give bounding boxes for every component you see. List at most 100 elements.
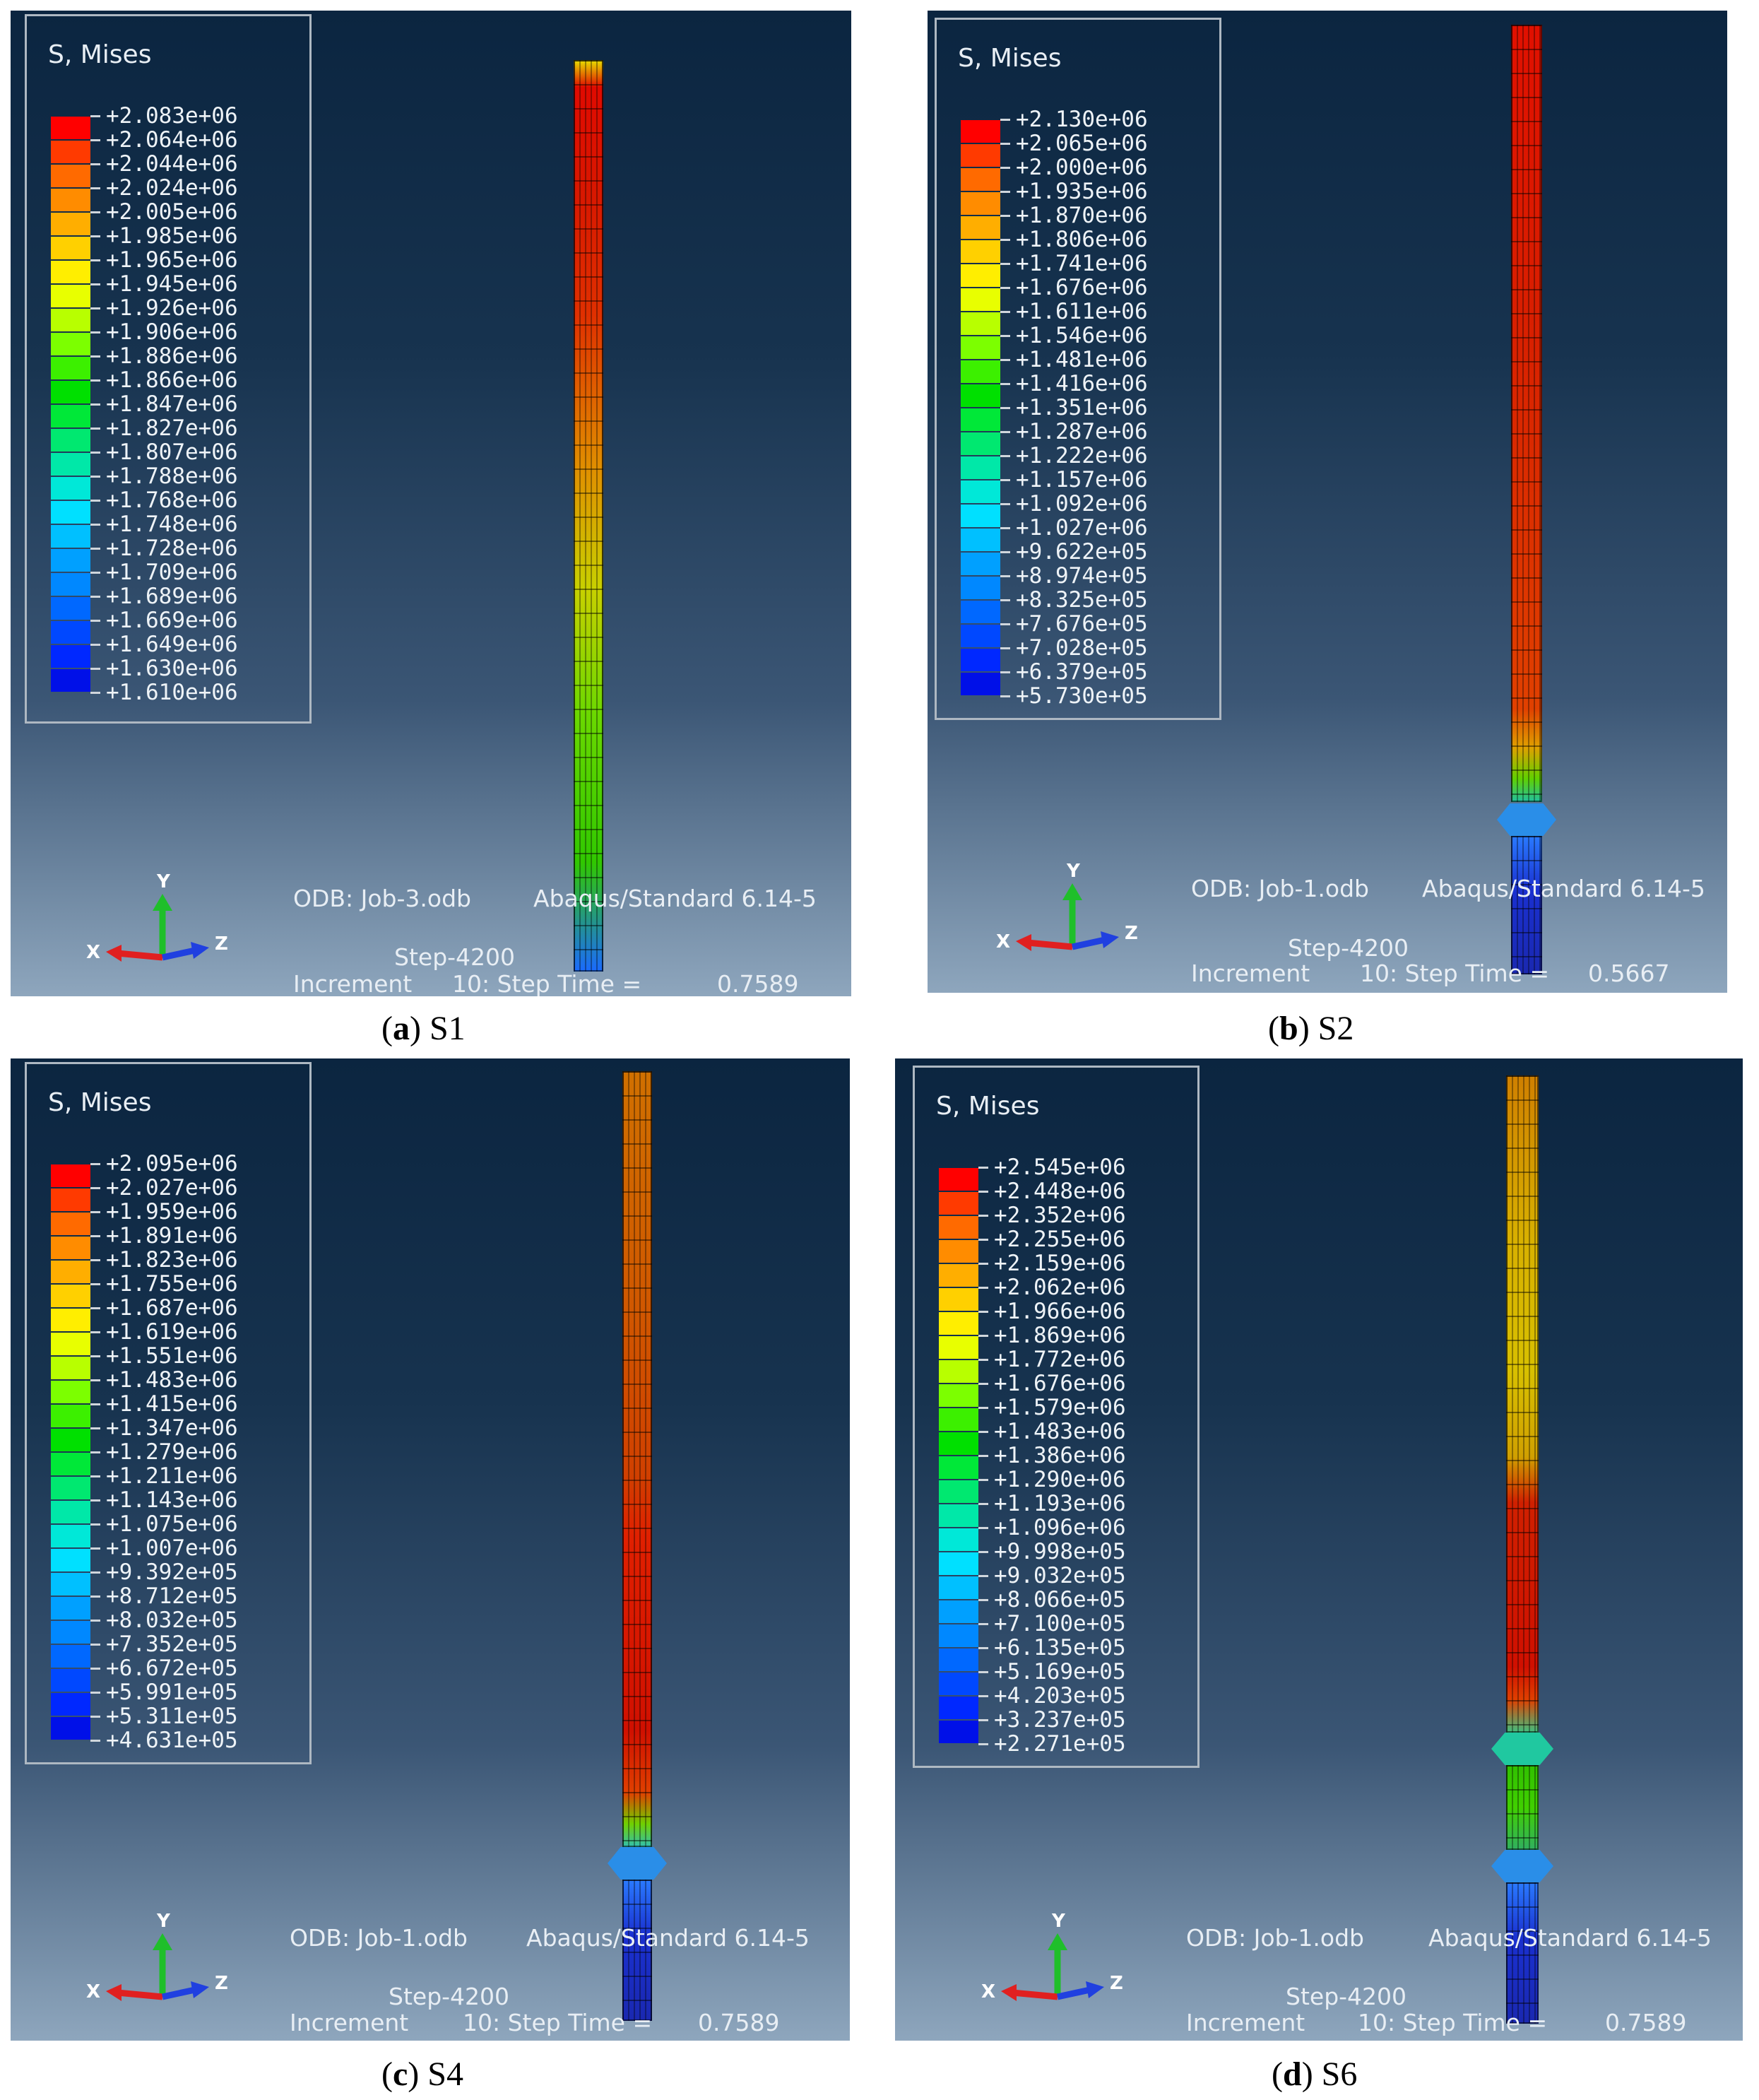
legend-tick [1000, 287, 1010, 289]
mesh-lines [1506, 1765, 1539, 1850]
legend-tick [1000, 647, 1010, 649]
legend-tick [90, 163, 100, 165]
legend-level-label: +2.024e+06 [106, 175, 238, 201]
legend-tick [90, 572, 100, 574]
legend-swatch [939, 1432, 978, 1455]
legend-swatch [51, 645, 90, 668]
step-label: Step-4200 [389, 1983, 510, 2010]
legend-level-label: +6.379e+05 [1016, 659, 1148, 685]
legend-swatch [939, 1216, 978, 1239]
legend-swatch [939, 1697, 978, 1719]
legend-level-label: +1.193e+06 [994, 1491, 1126, 1516]
legend-swatch [51, 1309, 90, 1331]
legend-level-label: +1.827e+06 [106, 415, 238, 441]
caption-c: (c) S4 [381, 2055, 463, 2093]
legend-swatch [51, 1357, 90, 1379]
legend-level-label: +4.631e+05 [106, 1728, 238, 1753]
legend-swatch [51, 1453, 90, 1475]
step-time-value: 0.5667 [1588, 960, 1670, 987]
legend-tick [90, 1283, 100, 1285]
mesh-lines [622, 1880, 652, 2021]
increment-label: Increment [293, 970, 413, 996]
legend-level-label: +1.676e+06 [1016, 275, 1148, 300]
increment-detail: 10: Step Time = [452, 970, 642, 996]
legend-tick [1000, 575, 1010, 577]
odb-label: ODB: Job-1.odb [290, 1924, 468, 1952]
legend-level-label: +1.483e+06 [106, 1367, 238, 1393]
legend-swatch [939, 1360, 978, 1383]
legend-tick [90, 1644, 100, 1646]
axis-label-x: X [86, 942, 101, 963]
legend-swatch [51, 1285, 90, 1307]
legend-level-label: +1.728e+06 [106, 536, 238, 561]
legend-tick [1000, 335, 1010, 337]
solver-label: Abaqus/Standard 6.14-5 [533, 885, 817, 912]
legend-swatch [961, 144, 1000, 167]
legend-tick [1000, 527, 1010, 529]
legend-swatch [51, 1164, 90, 1187]
legend-swatch [51, 669, 90, 692]
legend-level-label: +2.027e+06 [106, 1175, 238, 1201]
legend-swatch [939, 1312, 978, 1335]
legend-level-label: +1.807e+06 [106, 440, 238, 465]
shaft-outline [622, 1880, 652, 2021]
legend-swatch [51, 1597, 90, 1620]
legend-tick [978, 1215, 988, 1217]
axis-label-z: Z [1110, 1973, 1123, 1994]
legend-tick [1000, 359, 1010, 361]
legend-tick [90, 1355, 100, 1357]
legend-level-label: +1.579e+06 [994, 1395, 1126, 1420]
legend-swatch [51, 309, 90, 331]
legend-swatch [939, 1168, 978, 1191]
shaft-outline [1506, 1765, 1539, 1850]
legend-tick [1000, 431, 1010, 433]
legend-tick [978, 1431, 988, 1433]
legend-swatch [961, 577, 1000, 599]
legend-tick [90, 1427, 100, 1429]
legend-tick [978, 1335, 988, 1337]
legend-tick [978, 1527, 988, 1529]
legend-level-label: +1.870e+06 [1016, 203, 1148, 228]
legend-tick [90, 1571, 100, 1574]
axis-triad: Y X Z [980, 1911, 1135, 2018]
legend-level-label: +2.062e+06 [994, 1275, 1126, 1300]
legend-tick [1000, 239, 1010, 241]
legend-tick [90, 1668, 100, 1670]
legend-tick [1000, 263, 1010, 265]
legend-level-label: +1.748e+06 [106, 512, 238, 537]
shaft-outline [1511, 836, 1542, 974]
shaft-joint-lower [1491, 1850, 1553, 1882]
shaft-joint [1497, 803, 1556, 836]
solver-label: Abaqus/Standard 6.14-5 [1428, 1924, 1712, 1952]
legend-tick [978, 1479, 988, 1481]
legend-swatch [939, 1480, 978, 1503]
legend-tick [90, 524, 100, 526]
legend-level-label: +1.689e+06 [106, 584, 238, 609]
legend-level-label: +1.483e+06 [994, 1419, 1126, 1444]
legend-tick [90, 476, 100, 478]
legend-level-label: +1.415e+06 [106, 1391, 238, 1417]
increment-detail: 10: Step Time = [1360, 960, 1550, 987]
legend-level-label: +1.966e+06 [994, 1299, 1126, 1324]
legend-tick [90, 1451, 100, 1453]
panel-a-viewport: S, Mises +2.083e+06 +2.064e+06 +2.044e+06 +… [11, 11, 851, 996]
axis-triad: Y X Z [85, 1911, 240, 2018]
axis-label-x: X [996, 931, 1011, 952]
axis-label-y: Y [1052, 1911, 1065, 1932]
legend-level-label: +1.945e+06 [106, 271, 238, 297]
legend-level-label: +1.386e+06 [994, 1443, 1126, 1468]
legend-tick [90, 355, 100, 358]
legend-level-label: +1.709e+06 [106, 560, 238, 585]
legend-swatch [961, 408, 1000, 431]
legend-tick [1000, 455, 1010, 457]
legend-tick [90, 452, 100, 454]
legend-swatch [51, 1333, 90, 1355]
legend-tick [1000, 551, 1010, 553]
legend-swatch [961, 553, 1000, 575]
legend-level-label: +2.448e+06 [994, 1179, 1126, 1204]
legend-level-label: +2.545e+06 [994, 1155, 1126, 1180]
legend-level-label: +1.935e+06 [1016, 179, 1148, 204]
legend-tick [1000, 383, 1010, 385]
legend-level-label: +1.741e+06 [1016, 251, 1148, 276]
legend-level-label: +1.481e+06 [1016, 347, 1148, 372]
